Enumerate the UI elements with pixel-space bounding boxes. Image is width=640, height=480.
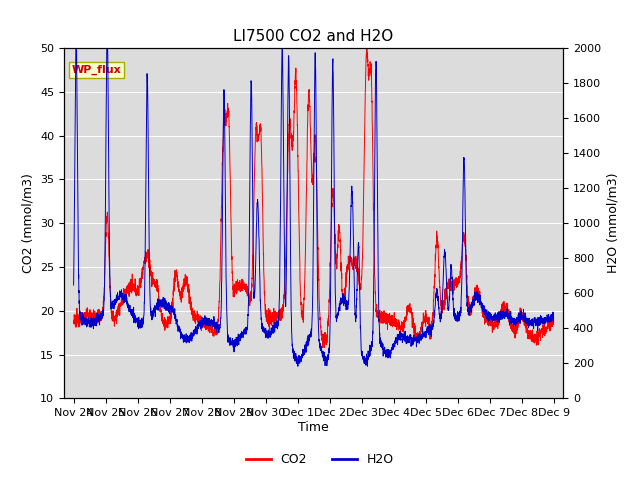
Y-axis label: CO2 (mmol/m3): CO2 (mmol/m3) [22, 173, 35, 273]
Y-axis label: H2O (mmol/m3): H2O (mmol/m3) [607, 173, 620, 274]
X-axis label: Time: Time [298, 421, 329, 434]
Legend: CO2, H2O: CO2, H2O [241, 448, 399, 471]
Title: LI7500 CO2 and H2O: LI7500 CO2 and H2O [234, 29, 394, 44]
Text: WP_flux: WP_flux [72, 64, 121, 75]
